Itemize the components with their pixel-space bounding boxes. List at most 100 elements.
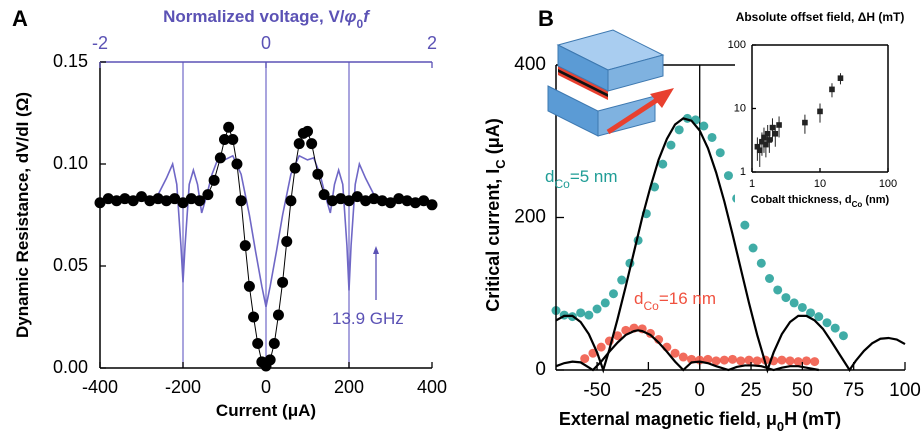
text-part: Ω — [13, 98, 32, 112]
marker — [817, 108, 823, 115]
text-part: 0 — [777, 419, 784, 434]
marker — [711, 356, 721, 366]
marker — [576, 308, 586, 318]
marker — [715, 148, 725, 158]
marker — [785, 356, 795, 366]
x2-tick-label: 2 — [427, 33, 437, 53]
annotation: 13.9 GHz — [332, 309, 404, 328]
marker — [318, 189, 330, 201]
marker — [235, 195, 247, 207]
marker — [580, 354, 590, 364]
marker — [248, 311, 260, 323]
text-part: Co — [852, 200, 863, 209]
marker — [277, 276, 289, 288]
text-part: Co — [554, 177, 570, 191]
plots: 0.00 0.05 0.10 0.15 -400 -200 0 200 400 -2 0 2 Norma… — [12, 6, 921, 434]
text-part: 13.9 GHz — [332, 309, 404, 328]
x-axis-label: Cobalt thickness, dCo (nm) — [751, 194, 890, 209]
marker — [268, 338, 280, 350]
marker — [326, 195, 338, 207]
marker — [773, 285, 783, 295]
x-tick-label: 1 — [749, 178, 755, 190]
marker — [289, 162, 301, 174]
marker — [613, 331, 623, 341]
marker — [426, 199, 438, 211]
text-part: ( — [483, 148, 503, 159]
marker — [177, 197, 189, 209]
y-tick-label: 0.10 — [53, 153, 88, 173]
marker — [830, 323, 840, 333]
text-part: A) — [298, 401, 316, 420]
text-part: External magnetic field, — [559, 409, 766, 429]
text-part: A) — [483, 118, 503, 137]
y-tick-label: 200 — [514, 207, 546, 228]
sample-illustration — [547, 29, 674, 137]
marker — [169, 193, 181, 205]
marker — [793, 357, 803, 367]
x-axis-label: External magnetic field, μ0H (mT) — [559, 409, 841, 434]
text-part: Cobalt thickness, d — [751, 194, 852, 206]
marker — [401, 195, 413, 207]
marker — [699, 121, 709, 131]
text-part: Critical current, I — [483, 169, 503, 312]
y-axis-label: Dynamic Resistance, dV/dI (Ω) — [13, 92, 32, 338]
y-tick-label: 10 — [734, 102, 746, 114]
text-part: (nm) — [862, 194, 889, 206]
text-part: =16 nm — [659, 289, 716, 308]
text-part: Dynamic Resistance, dV/dI ( — [13, 111, 32, 338]
series-line — [555, 117, 906, 374]
marker — [666, 140, 676, 150]
x-tick-label: 25 — [740, 380, 761, 401]
panel-label: A — [12, 6, 28, 31]
marker — [617, 275, 627, 285]
marker — [272, 309, 284, 321]
marker — [194, 195, 206, 207]
lower-block-side — [597, 95, 656, 137]
text-part: d — [634, 289, 643, 308]
marker — [765, 274, 775, 283]
marker — [772, 130, 779, 137]
marker — [754, 143, 761, 150]
annotation: dCo=5 nm — [545, 167, 618, 191]
marker — [243, 280, 255, 292]
marker — [584, 310, 594, 320]
marker — [351, 191, 363, 203]
marker — [160, 195, 172, 207]
marker — [111, 195, 123, 207]
marker — [144, 195, 156, 207]
x-tick-label: -200 — [165, 377, 201, 397]
marker — [202, 189, 214, 201]
marker — [409, 197, 421, 209]
marker — [152, 193, 164, 205]
x-tick-label: 75 — [843, 380, 864, 401]
marker — [769, 124, 776, 131]
y-axis-label: Critical current, IC (μA) — [483, 118, 508, 311]
marker — [777, 355, 787, 365]
marker — [761, 134, 767, 141]
marker — [822, 318, 832, 328]
series-line — [99, 154, 433, 307]
marker — [752, 356, 762, 366]
marker — [264, 354, 276, 366]
marker — [678, 352, 688, 362]
marker — [674, 125, 684, 135]
text-part: φ — [345, 7, 357, 26]
marker — [759, 138, 765, 145]
marker — [766, 137, 773, 143]
y-tick-label: 0.00 — [53, 357, 88, 377]
marker — [797, 302, 807, 312]
marker — [185, 193, 197, 205]
y-tick-label: 1 — [740, 166, 746, 178]
x-tick-label: 200 — [334, 377, 364, 397]
x2-tick-label: -2 — [92, 33, 108, 53]
x-tick-label: 100 — [889, 380, 921, 401]
marker — [719, 355, 729, 365]
marker — [418, 195, 430, 207]
x-tick-label: -50 — [583, 380, 610, 401]
annotation: dCo=16 nm — [634, 289, 716, 313]
y-tick-label: 100 — [728, 39, 746, 51]
marker — [393, 193, 405, 205]
y-tick-label: 0.05 — [53, 255, 88, 275]
marker — [223, 121, 235, 133]
